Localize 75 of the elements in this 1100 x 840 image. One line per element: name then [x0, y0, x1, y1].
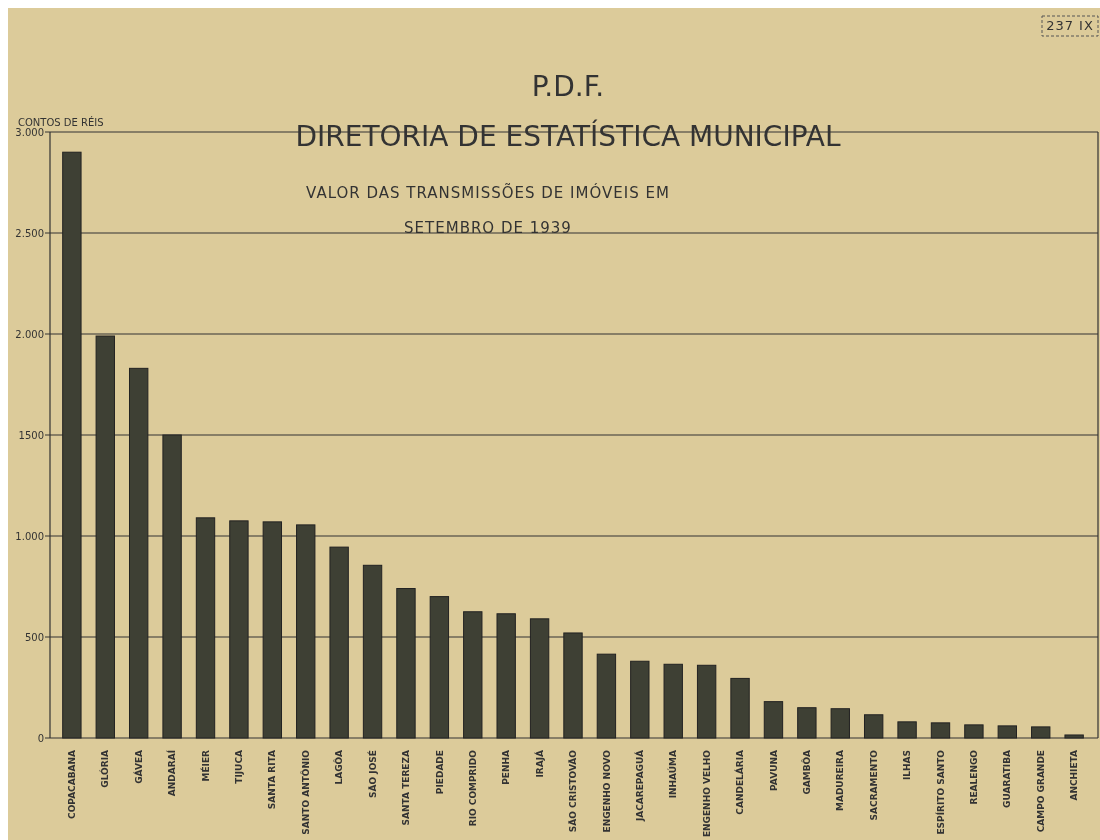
x-tick-label: CAMPO GRANDE [1035, 750, 1046, 833]
bar [997, 725, 1017, 739]
bar [129, 367, 149, 739]
x-tick-label: COPACABANA [67, 749, 78, 819]
y-tick-label: 2.500 [15, 227, 44, 239]
bar [229, 520, 249, 739]
x-tick-label: ANCHIETA [1069, 749, 1080, 801]
y-tick-label: 3.000 [15, 126, 44, 138]
bar [429, 596, 450, 739]
annotation: SETEMBRO DE 1939 [404, 219, 572, 237]
bar [162, 434, 182, 739]
y-axis-title: CONTOS DE RÉIS [18, 116, 104, 128]
x-tick-label: GUARATIBA [1002, 749, 1013, 808]
y-tick-label: 500 [24, 631, 44, 643]
bar [396, 588, 416, 739]
x-tick-label: ENGENHO NOVO [601, 749, 612, 833]
bar [863, 714, 884, 739]
bar [730, 677, 750, 739]
x-tick-label: SANTA TEREZA [401, 749, 412, 826]
x-tick-label: ESPÍRITO SANTO [934, 749, 946, 835]
bar [596, 653, 617, 739]
bar [95, 335, 115, 739]
chart-title: P.D.F. [531, 70, 605, 103]
bar [463, 611, 483, 739]
bar [696, 664, 717, 739]
bar [496, 613, 516, 739]
x-tick-label: SÃO JOSÉ [366, 750, 378, 798]
bar [329, 546, 349, 739]
bar [763, 701, 784, 739]
y-tick-label: 0 [37, 732, 44, 744]
bar [797, 707, 817, 739]
annotation: VALOR DAS TRANSMISSÕES DE IMÓVEIS EM [306, 183, 670, 202]
bar [62, 151, 82, 739]
x-tick-label: PAVUNA [768, 749, 779, 791]
x-tick-label: IRAJÁ [533, 749, 545, 778]
x-tick-label: LAGÔA [333, 749, 345, 785]
bar [930, 722, 951, 739]
x-tick-label: CANDELÁRIA [734, 749, 746, 815]
chart-subtitle: DIRETORIA DE ESTATÍSTICA MUNICIPAL [295, 119, 841, 153]
y-tick-label: 2.000 [15, 328, 44, 340]
x-tick-label: SACRAMENTO [868, 749, 879, 821]
x-tick-label: ANDARAÍ [166, 749, 178, 797]
bar [1031, 726, 1051, 739]
bar [830, 708, 850, 739]
x-tick-label: PENHA [501, 749, 512, 785]
bar [195, 517, 216, 739]
y-tick-label: 1500 [18, 429, 44, 441]
bar [1064, 734, 1084, 739]
x-tick-label: SANTO ANTÔNIO [299, 749, 311, 835]
x-tick-label: ENGENHO VELHO [701, 749, 712, 838]
bar [362, 564, 383, 739]
text: 237 IX [1046, 18, 1094, 33]
bar [663, 663, 683, 739]
x-tick-label: INHAÚMA [667, 749, 679, 799]
x-tick-label: SÃO CRISTOVÃO [568, 749, 579, 833]
x-tick-label: ILHAS [902, 750, 913, 781]
x-tick-label: REALENGO [969, 749, 980, 805]
bar [897, 721, 917, 739]
x-tick-label: MÉIER [199, 749, 211, 782]
bar [296, 524, 316, 739]
x-tick-label: GÁVEA [132, 749, 144, 784]
x-tick-label: MADUREIRA [835, 749, 846, 812]
x-tick-label: JACAREPAGUÁ [633, 749, 645, 823]
bar [964, 724, 984, 739]
x-tick-label: SANTA RITA [267, 749, 278, 810]
x-tick-label: RIO COMPRIDO [467, 749, 478, 827]
bar [630, 660, 650, 739]
bar [563, 632, 583, 739]
x-tick-label: GLÓRIA [99, 749, 111, 788]
bar [262, 521, 283, 739]
x-tick-label: GAMBÔA [801, 749, 813, 795]
x-tick-label: TIJUCA [234, 749, 245, 784]
x-tick-label: PIEDADE [434, 750, 445, 795]
y-tick-label: 1.000 [15, 530, 44, 542]
bar [529, 618, 550, 739]
